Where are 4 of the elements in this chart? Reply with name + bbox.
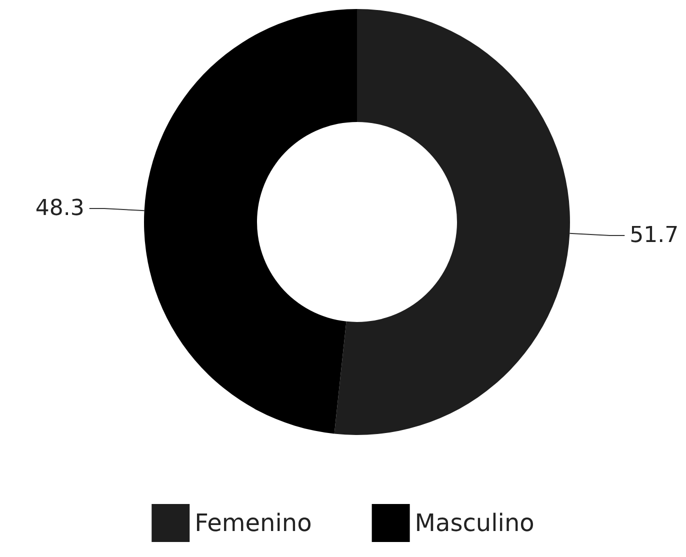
legend-label: Masculino <box>414 509 534 537</box>
data-label: 51.7 <box>630 223 679 248</box>
legend-label: Femenino <box>194 509 312 537</box>
data-label: 48.3 <box>35 196 84 221</box>
